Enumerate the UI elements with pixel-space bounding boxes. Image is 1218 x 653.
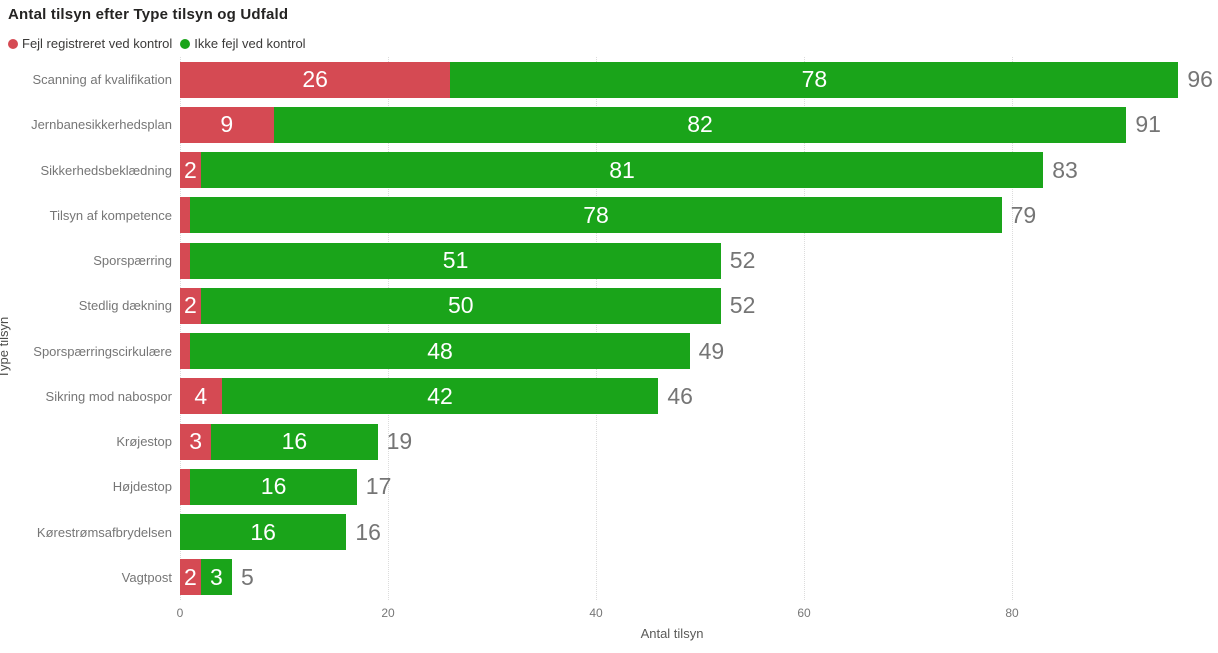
category-label: Sporspærring bbox=[93, 253, 172, 269]
category-label: Kørestrømsafbrydelsen bbox=[36, 524, 172, 540]
segment-fejl[interactable] bbox=[180, 468, 191, 505]
table-row: Højdestop 16 17 bbox=[0, 464, 1218, 509]
segment-fejl[interactable]: 2 bbox=[180, 287, 201, 324]
segment-ikke-fejl[interactable]: 50 bbox=[200, 287, 721, 324]
segment-ikke-fejl[interactable]: 42 bbox=[221, 378, 659, 415]
table-row: Sporspærring 51 52 bbox=[0, 238, 1218, 283]
table-row: Vagtpost 2 3 5 bbox=[0, 555, 1218, 600]
segment-ikke-fejl[interactable]: 81 bbox=[200, 152, 1044, 189]
table-row: Krøjestop 3 16 19 bbox=[0, 419, 1218, 464]
gridline bbox=[388, 57, 389, 600]
category-label: Tilsyn af kompetence bbox=[49, 207, 172, 223]
segment-ikke-fejl[interactable]: 3 bbox=[200, 559, 232, 596]
table-row: Sporspærringscirkulære 48 49 bbox=[0, 329, 1218, 374]
segment-ikke-fejl[interactable]: 51 bbox=[190, 242, 721, 279]
gridline bbox=[804, 57, 805, 600]
category-label: Krøjestop bbox=[116, 434, 172, 450]
segment-fejl[interactable]: 4 bbox=[180, 378, 222, 415]
table-row: Jernbanesikkerhedsplan 9 82 91 bbox=[0, 102, 1218, 147]
bar: 51 bbox=[180, 242, 721, 279]
total-label: 91 bbox=[1135, 111, 1161, 138]
bar: 3 16 bbox=[180, 423, 378, 460]
x-axis-title: Antal tilsyn bbox=[640, 626, 704, 641]
table-row: Sikring mod nabospor 4 42 46 bbox=[0, 374, 1218, 419]
segment-fejl[interactable] bbox=[180, 242, 191, 279]
table-row: Sikkerhedsbeklædning 2 81 83 bbox=[0, 148, 1218, 193]
total-label: 16 bbox=[355, 518, 381, 545]
table-row: Kørestrømsafbrydelsen 16 16 bbox=[0, 510, 1218, 555]
total-label: 52 bbox=[729, 292, 756, 319]
x-tick-label: 80 bbox=[1005, 606, 1019, 620]
legend-label: Ikke fejl ved kontrol bbox=[194, 36, 306, 51]
category-label: Sikring mod nabospor bbox=[45, 388, 172, 404]
segment-ikke-fejl[interactable]: 16 bbox=[190, 468, 357, 505]
total-label: 96 bbox=[1187, 66, 1213, 93]
bar: 2 81 bbox=[180, 152, 1044, 189]
total-label: 17 bbox=[365, 473, 392, 500]
total-label: 52 bbox=[729, 247, 756, 274]
legend: Fejl registreret ved kontrol Ikke fejl v… bbox=[8, 36, 306, 51]
chart-title: Antal tilsyn efter Type tilsyn og Udfald bbox=[8, 6, 289, 23]
bar: 9 82 bbox=[180, 106, 1127, 143]
legend-label: Fejl registreret ved kontrol bbox=[22, 36, 173, 51]
segment-fejl[interactable] bbox=[180, 197, 191, 234]
bar: 16 bbox=[180, 468, 357, 505]
legend-item-fejl[interactable]: Fejl registreret ved kontrol bbox=[8, 36, 172, 51]
category-label: Højdestop bbox=[112, 479, 172, 495]
segment-ikke-fejl[interactable]: 16 bbox=[211, 423, 378, 460]
legend-dot-green-icon bbox=[180, 38, 191, 49]
category-label: Vagtpost bbox=[121, 569, 172, 585]
total-label: 46 bbox=[667, 382, 693, 409]
bar-rows: Scanning af kvalifikation 26 78 96 Jernbanes… bbox=[0, 57, 1218, 600]
gridline bbox=[596, 57, 597, 600]
segment-fejl[interactable]: 26 bbox=[180, 61, 451, 98]
total-label: 19 bbox=[386, 428, 413, 455]
legend-dot-red-icon bbox=[8, 38, 18, 49]
segment-fejl[interactable]: 9 bbox=[180, 106, 274, 143]
x-tick-label: 0 bbox=[176, 606, 184, 620]
total-label: 83 bbox=[1052, 156, 1078, 183]
segment-fejl[interactable]: 2 bbox=[180, 559, 201, 596]
table-row: Stedlig dækning 2 50 52 bbox=[0, 283, 1218, 328]
total-label: 5 bbox=[240, 563, 254, 590]
bar: 2 50 bbox=[180, 287, 721, 324]
category-label: Sikkerhedsbeklædning bbox=[40, 162, 172, 178]
total-label: 79 bbox=[1010, 201, 1037, 228]
segment-ikke-fejl[interactable]: 82 bbox=[273, 106, 1127, 143]
category-label: Stedlig dækning bbox=[78, 298, 172, 314]
category-label: Jernbanesikkerhedsplan bbox=[31, 117, 172, 133]
segment-fejl[interactable]: 2 bbox=[180, 152, 201, 189]
x-tick-label: 60 bbox=[797, 606, 811, 620]
bar: 26 78 bbox=[180, 61, 1179, 98]
bar: 16 bbox=[180, 514, 347, 551]
segment-fejl[interactable]: 3 bbox=[180, 423, 212, 460]
segment-ikke-fejl[interactable]: 78 bbox=[450, 61, 1179, 98]
x-tick-label: 40 bbox=[589, 606, 603, 620]
segment-ikke-fejl[interactable]: 78 bbox=[190, 197, 1002, 234]
x-tick-label: 20 bbox=[381, 606, 395, 620]
total-label: 49 bbox=[698, 337, 725, 364]
category-label: Sporspærringscirkulære bbox=[33, 343, 172, 359]
plot-area: Scanning af kvalifikation 26 78 96 Jernbanes… bbox=[0, 57, 1218, 600]
segment-fejl[interactable] bbox=[180, 333, 191, 370]
table-row: Scanning af kvalifikation 26 78 96 bbox=[0, 57, 1218, 102]
legend-item-ikke-fejl[interactable]: Ikke fejl ved kontrol bbox=[180, 36, 306, 51]
segment-ikke-fejl[interactable]: 48 bbox=[190, 333, 690, 370]
bar: 4 42 bbox=[180, 378, 659, 415]
table-row: Tilsyn af kompetence 78 79 bbox=[0, 193, 1218, 238]
bar: 48 bbox=[180, 333, 690, 370]
segment-ikke-fejl[interactable]: 16 bbox=[180, 514, 347, 551]
gridline bbox=[180, 57, 181, 600]
gridline bbox=[1012, 57, 1013, 600]
category-label: Scanning af kvalifikation bbox=[32, 72, 172, 88]
bar: 78 bbox=[180, 197, 1002, 234]
